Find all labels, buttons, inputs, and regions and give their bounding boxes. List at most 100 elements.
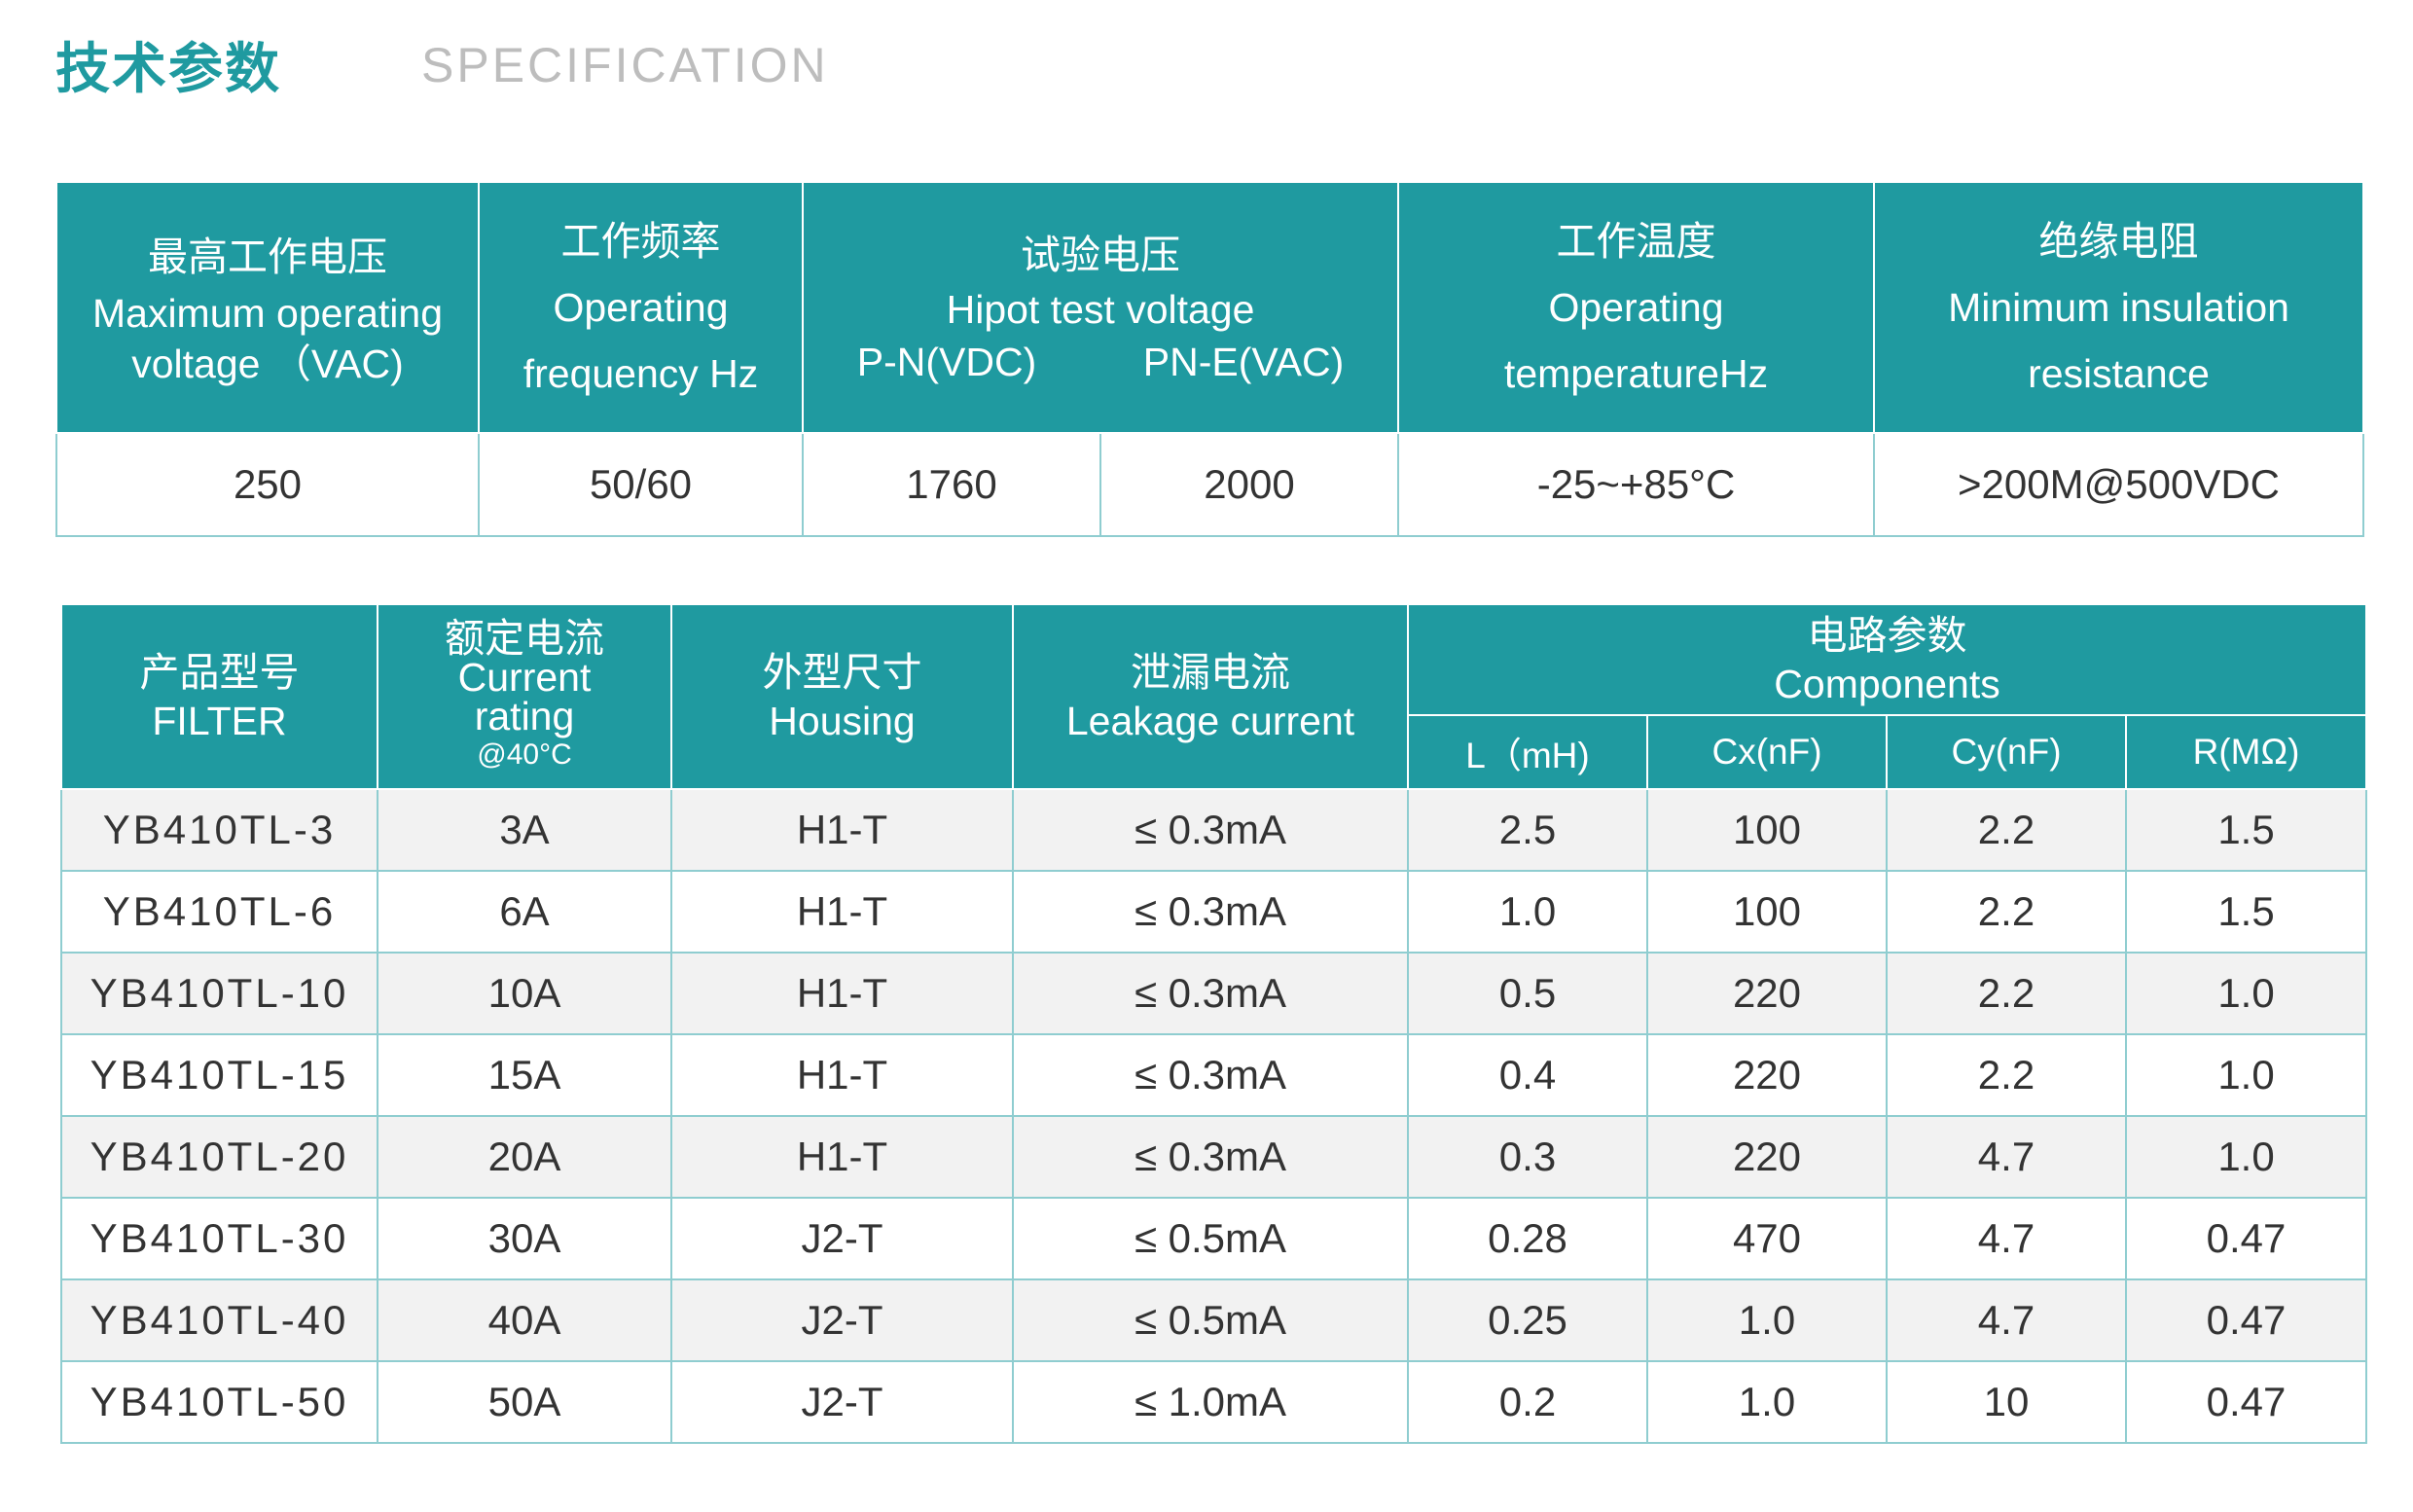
header-current-cn: 额定电流 xyxy=(445,616,604,661)
cell-cx: 100 xyxy=(1646,788,1888,872)
cell-r: 0.47 xyxy=(2124,1197,2368,1280)
product-table: 产品型号 FILTER 额定电流 Current rating @40°C 外型… xyxy=(60,603,2368,1444)
table-row: YB410TL-3 3A H1-T ≤ 0.3mA 2.5 100 2.2 1.5 xyxy=(60,788,2368,872)
cell-cx: 220 xyxy=(1646,1033,1888,1117)
header-leakage: 泄漏电流 Leakage current xyxy=(1012,603,1409,790)
product-table-body: YB410TL-3 3A H1-T ≤ 0.3mA 2.5 100 2.2 1.5 YB410T… xyxy=(60,788,2368,1444)
cell-cx: 100 xyxy=(1646,870,1888,954)
cell-leakage: ≤ 0.3mA xyxy=(1012,1033,1409,1117)
cell-cx: 1.0 xyxy=(1646,1360,1888,1444)
header-frequency-en2: frequency Hz xyxy=(522,351,759,396)
cell-r: 1.0 xyxy=(2124,1115,2368,1199)
cell-model: YB410TL-15 xyxy=(60,1033,378,1117)
cell-leakage: ≤ 0.5mA xyxy=(1012,1278,1409,1362)
cell-leakage: ≤ 0.3mA xyxy=(1012,788,1409,872)
cell-current: 15A xyxy=(377,1033,672,1117)
title-chinese: 技术参数 xyxy=(55,38,281,99)
header-cx: Cx(nF) xyxy=(1646,714,1888,790)
cell-housing: J2-T xyxy=(670,1278,1014,1362)
header-leakage-cn: 泄漏电流 xyxy=(1131,650,1290,695)
value-max-voltage: 250 xyxy=(55,432,480,537)
cell-leakage: ≤ 0.3mA xyxy=(1012,952,1409,1035)
header-housing-cn: 外型尺寸 xyxy=(762,650,922,695)
value-frequency: 50/60 xyxy=(478,432,804,537)
cell-model: YB410TL-3 xyxy=(60,788,378,872)
header-current-note: @40°C xyxy=(477,738,572,771)
spec-value-row: 250 50/60 1760 2000 -25~+85°C >200M@500V… xyxy=(55,432,2365,537)
cell-housing: H1-T xyxy=(670,1033,1014,1117)
product-subheader-row: L（mH) Cx(nF) Cy(nF) R(MΩ) xyxy=(61,714,2368,790)
cell-leakage: ≤ 0.3mA xyxy=(1012,1115,1409,1199)
cell-leakage: ≤ 0.3mA xyxy=(1012,870,1409,954)
cell-r: 1.5 xyxy=(2124,870,2368,954)
header-hipot: 试验电压 Hipot test voltage P-N(VDC) PN-E(VA… xyxy=(801,181,1400,434)
cell-l: 0.4 xyxy=(1407,1033,1648,1117)
table-row: YB410TL-6 6A H1-T ≤ 0.3mA 1.0 100 2.2 1.5 xyxy=(60,870,2368,954)
cell-cy: 10 xyxy=(1886,1360,2127,1444)
header-components: 电路参数 Components xyxy=(1406,603,2368,716)
cell-cy: 2.2 xyxy=(1886,870,2127,954)
title-english: SPECIFICATION xyxy=(421,38,829,92)
product-header-row: 产品型号 FILTER 额定电流 Current rating @40°C 外型… xyxy=(60,603,2368,790)
cell-current: 10A xyxy=(377,952,672,1035)
header-temperature: 工作温度 Operating temperatureHz xyxy=(1397,181,1876,434)
cell-leakage: ≤ 1.0mA xyxy=(1012,1360,1409,1444)
header-hipot-cn: 试验电压 xyxy=(1021,233,1180,277)
cell-housing: H1-T xyxy=(670,870,1014,954)
header-components-cn: 电路参数 xyxy=(1807,613,1967,658)
cell-model: YB410TL-30 xyxy=(60,1197,378,1280)
header-max-voltage-cn: 最高工作电压 xyxy=(148,234,387,279)
header-leakage-en: Leakage current xyxy=(1065,699,1355,743)
table-row: YB410TL-30 30A J2-T ≤ 0.5mA 0.28 470 4.7 0.47 xyxy=(60,1197,2368,1280)
cell-l: 2.5 xyxy=(1407,788,1648,872)
cell-r: 0.47 xyxy=(2124,1278,2368,1362)
header-filter: 产品型号 FILTER xyxy=(60,603,378,790)
header-max-voltage-en1: Maximum operating xyxy=(91,291,444,336)
cell-housing: J2-T xyxy=(670,1197,1014,1280)
cell-current: 30A xyxy=(377,1197,672,1280)
header-frequency-cn: 工作频率 xyxy=(560,219,721,264)
cell-housing: H1-T xyxy=(670,788,1014,872)
header-insulation-en2: resistance xyxy=(2028,351,2210,396)
cell-l: 0.5 xyxy=(1407,952,1648,1035)
cell-l: 0.28 xyxy=(1407,1197,1648,1280)
header-temperature-en2: temperatureHz xyxy=(1503,351,1769,396)
cell-cy: 4.7 xyxy=(1886,1197,2127,1280)
value-temperature: -25~+85°C xyxy=(1397,432,1876,537)
table-row: YB410TL-20 20A H1-T ≤ 0.3mA 0.3 220 4.7 1.0 xyxy=(60,1115,2368,1199)
cell-model: YB410TL-50 xyxy=(60,1360,378,1444)
cell-cy: 2.2 xyxy=(1886,1033,2127,1117)
header-max-voltage: 最高工作电压 Maximum operating voltage （VAC) xyxy=(55,181,480,434)
header-hipot-pne: PN-E(VAC) xyxy=(1142,340,1345,384)
cell-current: 3A xyxy=(377,788,672,872)
cell-current: 6A xyxy=(377,870,672,954)
header-temperature-en1: Operating xyxy=(1548,285,1724,330)
cell-cx: 220 xyxy=(1646,1115,1888,1199)
header-current-en1: Current xyxy=(457,655,592,700)
table-row: YB410TL-15 15A H1-T ≤ 0.3mA 0.4 220 2.2 1.0 xyxy=(60,1033,2368,1117)
header-r: R(MΩ) xyxy=(2124,714,2368,790)
cell-model: YB410TL-40 xyxy=(60,1278,378,1362)
cell-model: YB410TL-6 xyxy=(60,870,378,954)
header-l: L（mH) xyxy=(1407,714,1648,790)
cell-current: 50A xyxy=(377,1360,672,1444)
header-max-voltage-en2: voltage （VAC) xyxy=(131,342,404,386)
value-hipot-pn: 1760 xyxy=(802,432,1101,537)
cell-housing: H1-T xyxy=(670,952,1014,1035)
header-filter-cn: 产品型号 xyxy=(139,650,300,695)
cell-l: 1.0 xyxy=(1407,870,1648,954)
cell-cy: 2.2 xyxy=(1886,788,2127,872)
cell-model: YB410TL-10 xyxy=(60,952,378,1035)
header-cy: Cy(nF) xyxy=(1886,714,2127,790)
cell-l: 0.25 xyxy=(1407,1278,1648,1362)
cell-current: 40A xyxy=(377,1278,672,1362)
value-insulation: >200M@500VDC xyxy=(1873,432,2365,537)
header-hipot-en1: Hipot test voltage xyxy=(946,287,1255,332)
header-frequency: 工作频率 Operating frequency Hz xyxy=(478,181,804,434)
cell-housing: J2-T xyxy=(670,1360,1014,1444)
table-row: YB410TL-10 10A H1-T ≤ 0.3mA 0.5 220 2.2 1.0 xyxy=(60,952,2368,1035)
header-frequency-en1: Operating xyxy=(553,285,729,330)
cell-cy: 2.2 xyxy=(1886,952,2127,1035)
cell-current: 20A xyxy=(377,1115,672,1199)
header-insulation: 绝缘电阻 Minimum insulation resistance xyxy=(1873,181,2365,434)
